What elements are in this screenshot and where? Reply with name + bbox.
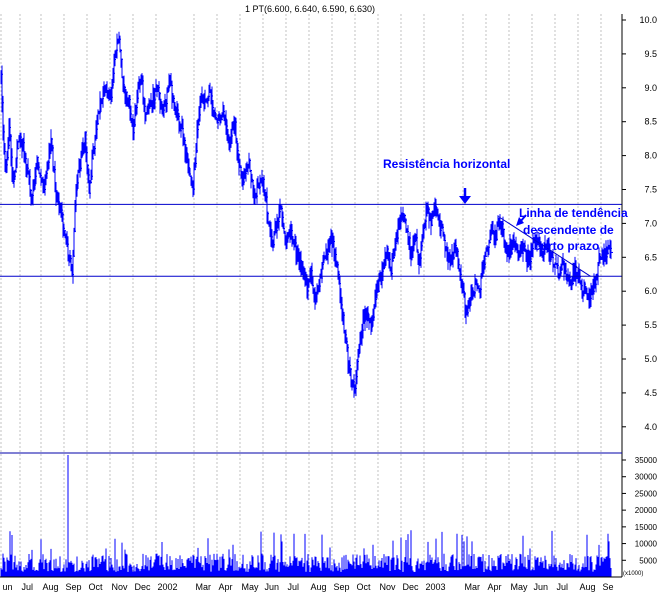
price-tick-label: 9.0 <box>644 83 657 93</box>
month-label: 2003 <box>426 582 446 592</box>
price-tick-label: 4.0 <box>644 422 657 432</box>
month-label: Aug <box>311 582 327 592</box>
price-tick-label: 4.5 <box>644 388 657 398</box>
month-label: un <box>3 582 13 592</box>
month-label: Aug <box>43 582 59 592</box>
month-label: Jun <box>534 582 549 592</box>
month-label: Mar <box>465 582 481 592</box>
price-tick-label: 7.0 <box>644 218 657 228</box>
volume-tick-label: 35000 <box>635 456 658 465</box>
volume-tick-label: 25000 <box>635 489 658 498</box>
month-label: Sep <box>66 582 82 592</box>
month-label: Apr <box>488 582 502 592</box>
price-tick-label: 5.0 <box>644 354 657 364</box>
volume-tick-label: 5000 <box>639 556 657 565</box>
chart-title: 1 PT(6.600, 6.640, 6.590, 6.630) <box>245 4 375 14</box>
month-label: Oct <box>357 582 372 592</box>
volume-layer <box>0 454 612 577</box>
price-tick-label: 8.5 <box>644 117 657 127</box>
price-tick-label: 10.0 <box>639 15 657 25</box>
month-label: Nov <box>380 582 397 592</box>
price-tick-label: 5.5 <box>644 320 657 330</box>
month-label: Jun <box>265 582 280 592</box>
month-label: May <box>511 582 529 592</box>
price-tick-label: 6.0 <box>644 286 657 296</box>
month-label: Jul <box>557 582 569 592</box>
month-label: 2002 <box>158 582 178 592</box>
month-label: Apr <box>219 582 233 592</box>
volume-tick-label: 10000 <box>635 540 658 549</box>
annotation-trend-label-1: Linha de tendência <box>519 206 628 220</box>
grid-layer <box>0 14 602 577</box>
month-label: Jul <box>22 582 34 592</box>
volume-tick-label: 30000 <box>635 473 658 482</box>
volume-tick-label: 15000 <box>635 523 658 532</box>
month-label: Oct <box>89 582 104 592</box>
price-tick-label: 9.5 <box>644 49 657 59</box>
resistance-arrow-head <box>459 196 471 204</box>
month-label: Se <box>603 582 614 592</box>
trend-arrow-head <box>516 217 524 226</box>
axis-layer: 10.0 9.5 9.0 8.5 8.0 7.5 7.0 6.5 6.0 5.5 5.0 4.5 4.0… <box>0 14 658 592</box>
month-label: Dec <box>135 582 152 592</box>
price-tick-label: 8.0 <box>644 151 657 161</box>
volume-units-label: (x1000) <box>623 571 643 577</box>
price-tick-label: 7.5 <box>644 185 657 195</box>
trendline <box>498 216 591 277</box>
month-label: Nov <box>112 582 129 592</box>
month-label: Aug <box>580 582 596 592</box>
month-label: Sep <box>334 582 350 592</box>
annotation-trend-label-3: curto prazo <box>534 239 599 253</box>
month-label: Mar <box>196 582 212 592</box>
volume-tick-label: 20000 <box>635 506 658 515</box>
annotation-trend-label-2: descendente de <box>523 223 614 237</box>
price-tick-label: 6.5 <box>644 252 657 262</box>
month-label: May <box>242 582 260 592</box>
support-resistance-lines <box>0 203 622 277</box>
month-label: Dec <box>403 582 420 592</box>
annotation-layer: Resistência horizontal Linha de tendência… <box>383 157 628 253</box>
annotation-resistance-label: Resistência horizontal <box>383 157 510 171</box>
price-layer <box>0 31 613 398</box>
month-label: Jul <box>288 582 300 592</box>
